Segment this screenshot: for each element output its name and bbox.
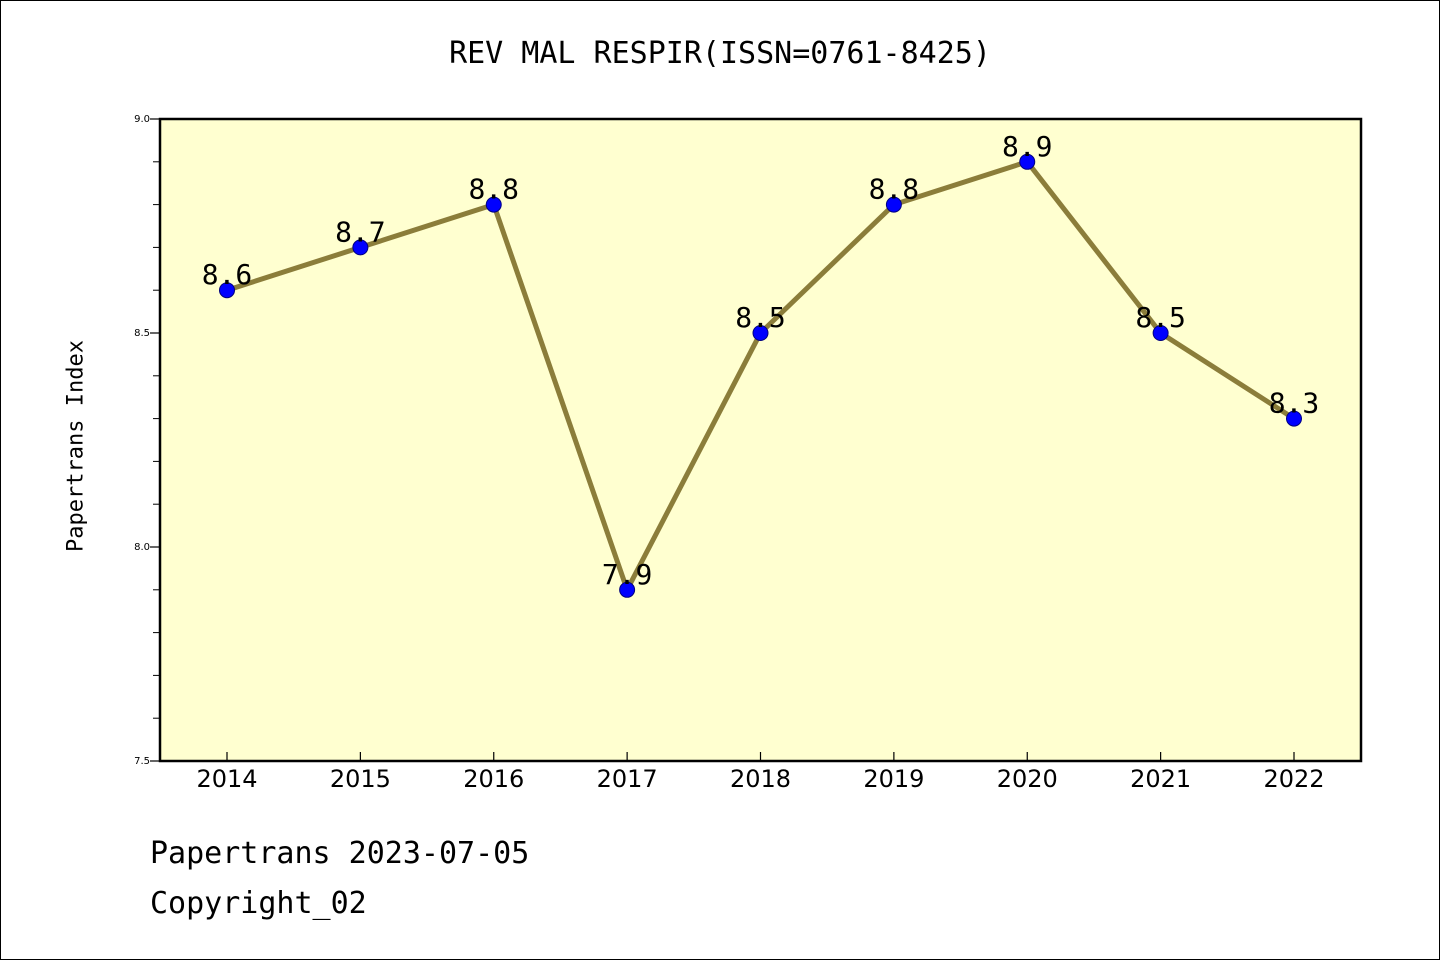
series-markers (219, 153, 1302, 598)
data-point (1152, 325, 1169, 341)
x-tick-label: 2015 (330, 765, 391, 793)
y-tick-label: 8.0 (134, 542, 150, 553)
y-tick-label: 7.5 (134, 756, 150, 767)
x-tick-label: 2018 (730, 765, 791, 793)
data-label: 8.7 (335, 215, 386, 248)
x-axis: 2014 2015 2016 2017 2018 2019 2020 2021 2022 (196, 752, 1325, 793)
footer-date: Papertrans 2023-07-05 (150, 836, 530, 871)
data-label: 8.8 (869, 173, 920, 206)
data-point (1286, 410, 1302, 427)
y-tick-label: 9.0 (134, 114, 150, 125)
data-label: 8.3 (1269, 387, 1320, 420)
data-point (752, 325, 769, 341)
plot-area (160, 119, 1361, 761)
data-point (619, 581, 636, 598)
data-point (219, 282, 235, 299)
data-label: 8.9 (1002, 130, 1053, 163)
x-tick-label: 2016 (463, 765, 524, 793)
y-tick-label: 8.5 (134, 328, 150, 339)
data-label: 8.5 (1135, 301, 1186, 334)
data-point (485, 196, 502, 213)
data-label: 8.5 (735, 301, 786, 334)
x-tick-label: 2019 (863, 765, 924, 793)
chart-title: REV MAL RESPIR(ISSN=0761-8425) (449, 36, 991, 71)
x-tick-label: 2017 (597, 765, 658, 793)
x-tick-label: 2014 (196, 765, 257, 793)
x-tick-label: 2020 (997, 765, 1058, 793)
x-tick-label: 2021 (1130, 765, 1191, 793)
plot-border (158, 117, 1363, 763)
footer-copyright: Copyright_02 (150, 886, 367, 921)
data-label: 7.9 (602, 558, 653, 591)
x-tick-label: 2022 (1263, 765, 1324, 793)
y-axis: 7.5 8.0 8.5 9.0 (134, 114, 160, 767)
data-point (352, 239, 369, 256)
data-point (1019, 153, 1036, 170)
data-label: 8.8 (468, 173, 519, 206)
data-point (885, 196, 902, 213)
data-labels: 8.6 8.7 8.8 7.9 8.5 8.8 8.9 8.5 8.3 (202, 130, 1320, 591)
data-label: 8.6 (202, 258, 253, 291)
